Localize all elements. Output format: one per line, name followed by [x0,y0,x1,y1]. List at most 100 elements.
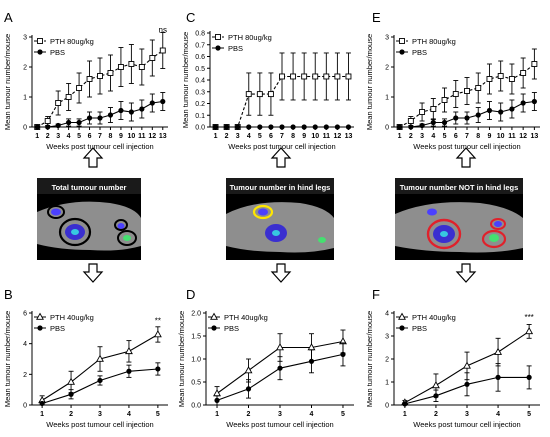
data-point [334,124,340,130]
y-tick-label: 0.3 [195,89,205,96]
x-tick-label: 5 [258,133,262,140]
y-tick-label: 2 [23,372,27,379]
data-point [312,124,318,130]
x-tick-label: 3 [465,411,469,418]
x-axis-label: Weeks post tumour cell injection [226,420,333,429]
x-tick-label: 11 [138,133,146,140]
tumour-ring [426,218,462,250]
data-point [475,85,482,91]
x-tick-label: 3 [236,133,240,140]
x-tick-label: 4 [247,133,251,140]
y-tick-label: 3 [385,334,389,341]
legend-marker [37,49,43,55]
data-point [124,346,133,355]
legend-label: PTH 40ug/kg [412,313,456,322]
x-tick-label: 9 [119,133,123,140]
x-tick-label: 5 [156,411,160,418]
image-hind-legs: Tumour number in hind legs [226,178,334,260]
legend-label: PBS [50,48,65,57]
x-tick-label: 12 [333,133,341,140]
data-point [276,343,284,351]
data-point [55,100,62,106]
x-tick-label: 4 [431,133,435,140]
tumour-signal [489,234,499,242]
data-point [55,122,61,129]
up-arrow-2 [270,147,292,168]
y-axis-label: Mean tumour number/mouse [181,32,190,128]
y-tick-label: 0.8 [195,31,205,38]
data-point [520,70,527,76]
data-point [452,91,459,97]
x-tick-label: 2 [46,133,50,140]
x-tick-label: 4 [127,411,131,418]
data-point [508,76,515,82]
x-tick-label: 1 [214,133,218,140]
tumour-ring [252,204,274,220]
legend: PTH 80ug/kg PBS [34,37,94,57]
legend-label: PBS [412,324,427,333]
data-point [525,326,534,335]
data-point [86,76,93,82]
legend-label: PTH 80ug/kg [50,37,94,46]
data-point [494,347,503,355]
image-title-bar [226,178,334,194]
y-tick-label: 2 [385,357,389,364]
down-arrow-2 [270,263,292,283]
x-tick-label: 5 [443,133,447,140]
data-point [159,47,166,54]
y-tick-label: 1 [385,95,389,102]
image-not-hind-legs: Tumour number NOT in hind legs [395,178,523,260]
data-point [244,366,253,374]
y-tick-label: 3 [385,35,389,42]
x-tick-label: 8 [476,133,480,140]
image-total: Total tumour number [37,178,141,260]
legend-label: PTH 40ug/kg [50,313,94,322]
data-point [126,368,132,374]
tumour-signal [494,221,502,227]
y-tick-label: 0.7 [195,42,205,49]
significance-annotation: ns [159,26,167,35]
data-point [419,122,425,129]
data-point [290,73,297,80]
data-point [97,73,103,79]
tumour-signal [117,223,125,229]
data-point [96,354,104,362]
data-point [149,100,155,106]
panel-letter-d: D [186,287,195,302]
x-tick-label: 10 [127,133,135,140]
tumour-ring [47,205,65,219]
data-point [277,365,283,371]
x-tick-label: 10 [497,133,505,140]
significance-annotation: ** [155,317,161,326]
x-tick-label: 7 [98,133,102,140]
data-point [486,76,493,82]
data-point [212,124,219,130]
data-point [290,124,296,130]
data-point [153,330,162,338]
legend-label: PBS [228,44,243,53]
data-point [44,118,51,124]
x-tick-label: 11 [508,133,516,140]
y-tick-label: 2.0 [191,311,201,318]
data-point [245,91,252,98]
y-tick-label: 0.5 [195,66,205,73]
data-point [463,361,471,369]
data-point [118,107,124,114]
legend-marker [215,45,221,51]
y-tick-label: 0.1 [195,113,205,120]
x-tick-label: 12 [148,133,156,140]
legend-label: PTH 40ug/kg [224,313,268,322]
panel-letter-b: B [4,287,13,302]
data-point [526,374,532,380]
data-point [246,124,252,130]
legend-marker [210,312,218,320]
y-tick-label: 1 [23,95,27,102]
data-point [531,61,538,67]
data-point [397,124,403,130]
y-tick-label: 0.5 [191,380,201,387]
x-tick-label: 7 [465,133,469,140]
image-title: Total tumour number [52,183,127,192]
x-tick-label: 12 [519,133,527,140]
data-point [334,73,341,80]
